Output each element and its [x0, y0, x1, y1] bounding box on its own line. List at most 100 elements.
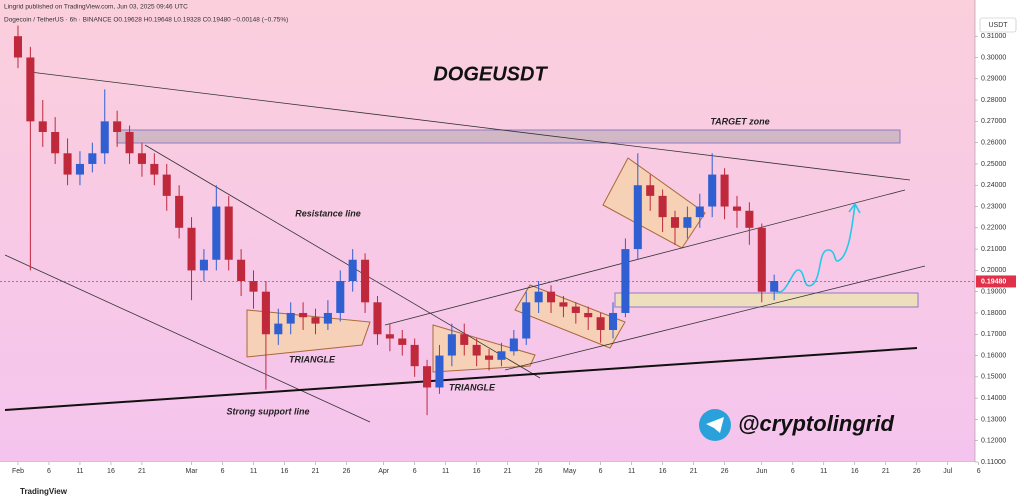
candle-body [596, 317, 605, 330]
y-tick-label: 0.13000 [981, 416, 1006, 423]
candles [13, 25, 779, 416]
drawings [4, 71, 926, 441]
candle-body [708, 174, 717, 207]
candle-body [385, 334, 394, 339]
candle-body [435, 355, 444, 388]
trend-line [4, 254, 371, 423]
annotation: TRIANGLE [289, 354, 336, 364]
y-tick-label: 0.14000 [981, 395, 1006, 402]
candle-body [38, 121, 47, 132]
candle-body [286, 312, 295, 324]
annotation: TARGET zone [710, 116, 769, 126]
chart-title: DOGEUSDT [433, 63, 548, 85]
candle-body [150, 163, 159, 175]
candle-body [373, 302, 382, 335]
candle-body [13, 36, 23, 58]
candle-body [571, 306, 580, 313]
candle-body [299, 312, 308, 318]
x-tick-label: 11 [820, 468, 827, 475]
x-tick-label: 16 [281, 468, 289, 475]
x-tick-label: 21 [882, 468, 890, 475]
x-tick-label: 6 [977, 468, 981, 475]
y-tick-label: 0.15000 [981, 374, 1006, 381]
candle-body [175, 195, 184, 228]
candle-body [509, 338, 518, 352]
last-price-tag [976, 275, 1016, 288]
x-tick-label: 6 [221, 468, 225, 475]
candle-body [559, 302, 568, 307]
last-price-label: 0.19480 [981, 278, 1006, 285]
candle-body [311, 317, 320, 324]
x-tick-label: 16 [473, 468, 481, 475]
candle-body [348, 259, 357, 282]
y-tick-label: 0.23000 [981, 203, 1006, 210]
candle-body [447, 334, 456, 356]
candle-body [261, 291, 270, 335]
x-tick-label: Apr [378, 468, 390, 475]
candle-body [745, 210, 754, 228]
candle-body [113, 121, 122, 132]
candle-body [497, 351, 506, 360]
publisher: Lingrid published on TradingView.com, Ju… [4, 4, 188, 11]
y-tick-label: 0.26000 [981, 139, 1006, 146]
candle-body [485, 355, 494, 360]
y-tick-label: 0.16000 [981, 352, 1006, 359]
candle-body [237, 259, 246, 282]
x-tick-label: 6 [47, 468, 51, 475]
trend-line [29, 71, 911, 181]
x-tick-label: 11 [628, 468, 635, 475]
x-tick-label: 11 [250, 468, 257, 475]
y-tick-label: 0.11000 [981, 459, 1006, 466]
candle-body [100, 121, 109, 154]
candle-body [670, 217, 680, 228]
y-tick-label: 0.19000 [981, 289, 1006, 296]
projection-arrow [774, 202, 861, 293]
x-tick-label: Jul [943, 468, 952, 475]
candle-body [26, 57, 35, 122]
candle-body [88, 153, 97, 164]
target-zone [116, 129, 901, 144]
annotation: Resistance line [295, 208, 361, 218]
support-zone [614, 292, 919, 308]
candle-body [732, 206, 742, 211]
candle-body [137, 153, 146, 164]
candle-body [51, 132, 60, 154]
candle-body [658, 195, 667, 218]
y-tick-label: 0.20000 [981, 267, 1006, 274]
x-tick-label: 26 [913, 468, 921, 475]
x-tick-label: 21 [138, 468, 146, 475]
candle-body [323, 312, 332, 324]
candle-body [212, 206, 221, 260]
candle-body [75, 163, 84, 175]
y-tick-label: 0.28000 [981, 97, 1006, 104]
x-tick-label: 16 [107, 468, 115, 475]
candle-body [423, 366, 432, 388]
x-tick-label: 16 [851, 468, 859, 475]
candle-body [187, 227, 196, 271]
y-unit: USDT [988, 22, 1008, 29]
candle-body [770, 281, 779, 292]
y-tick-label: 0.22000 [981, 225, 1006, 232]
candle-body [361, 259, 370, 303]
x-tick-label: 21 [312, 468, 320, 475]
y-tick-label: 0.18000 [981, 310, 1006, 317]
candle-body [534, 291, 543, 303]
plot-background [0, 0, 975, 462]
x-tick-label: 26 [721, 468, 729, 475]
candle-body [646, 185, 655, 196]
annotation: Strong support line [227, 406, 310, 416]
x-tick-label: Feb [12, 468, 24, 475]
time-axis [0, 462, 1024, 501]
candle-body [336, 281, 345, 313]
channel-line [504, 265, 926, 371]
y-tick-label: 0.12000 [981, 438, 1006, 445]
candle-body [522, 302, 531, 339]
y-tick-label: 0.17000 [981, 331, 1006, 338]
candle-body [757, 227, 766, 292]
y-tick-label: 0.21000 [981, 246, 1006, 253]
candle-body [695, 206, 704, 218]
x-tick-label: Mar [185, 468, 198, 475]
y-tick-label: 0.31000 [981, 33, 1006, 40]
candle-body [162, 174, 171, 196]
